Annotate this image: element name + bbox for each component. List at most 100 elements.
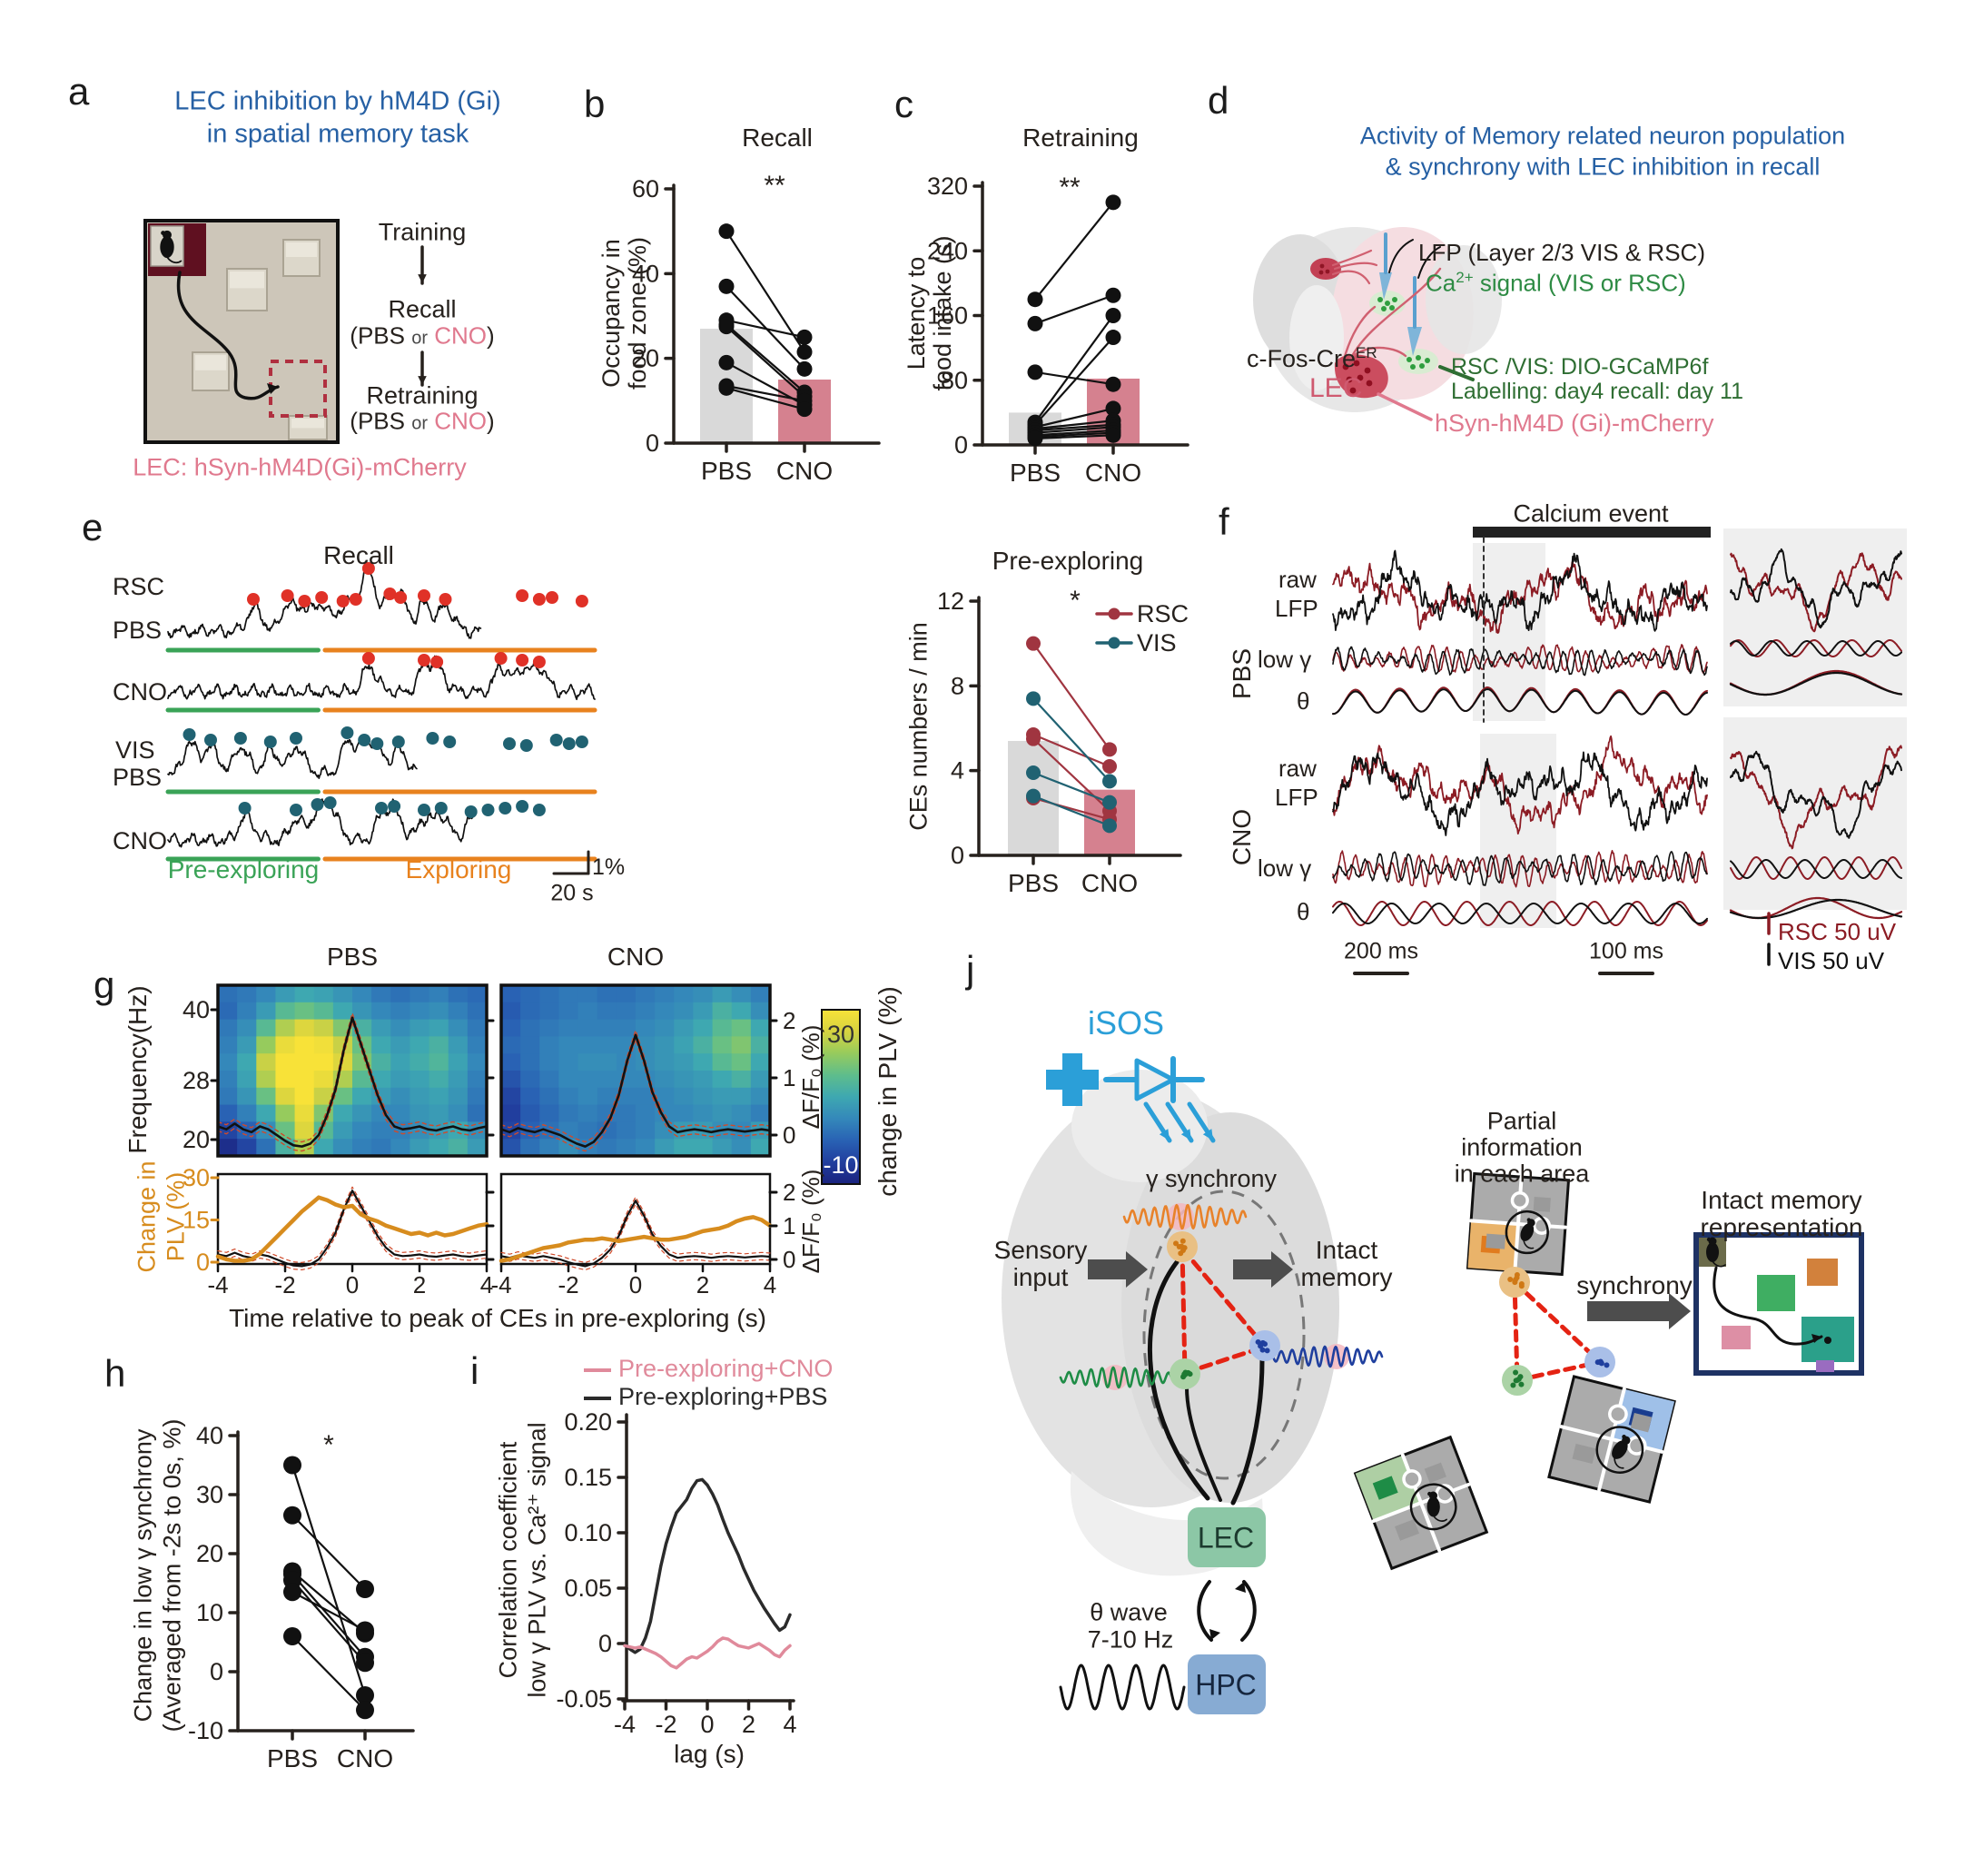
data-point-pbs (283, 1583, 301, 1602)
pair-line (291, 1591, 367, 1632)
freq-tick-label: 40 (183, 996, 210, 1023)
lec-cell-dot (1342, 363, 1349, 370)
heatmap-cell (558, 1002, 579, 1021)
heatmap-cell (693, 1002, 714, 1021)
heatmap-cell (501, 1071, 521, 1089)
pair-line (1031, 733, 1111, 768)
event-dot (498, 802, 512, 815)
green-cell-dot (1385, 301, 1390, 306)
heatmap-cell (294, 1053, 315, 1071)
i-legend-pbs-dash (584, 1396, 611, 1400)
heatmap-cell (577, 1019, 598, 1037)
mouse-body (1612, 1440, 1628, 1459)
flow-retraining-drug: (PBS or CNO) (350, 409, 494, 435)
event-dot (315, 591, 329, 604)
x-cat-label: PBS (701, 457, 752, 485)
panel-e-title: Recall (323, 540, 394, 569)
g-x-tick-label: 2 (696, 1271, 709, 1298)
green-cluster-bg (1398, 349, 1438, 374)
paren-close: ) (487, 407, 495, 435)
pbs-word: (PBS (350, 321, 405, 350)
cfos-cre-label: c-Fos-CreER (1247, 344, 1377, 372)
heatmap-cell (352, 1071, 372, 1089)
pair-line (291, 1573, 367, 1658)
g-x-tick-label: -2 (558, 1271, 578, 1298)
orange-wave (1122, 1203, 1248, 1230)
heatmap-cell (577, 1002, 598, 1021)
panel-a-arena (143, 219, 427, 444)
heatmap-cell (467, 1071, 488, 1089)
pair-line (291, 1464, 367, 1697)
pair-line (725, 384, 806, 402)
hpc-box (1188, 1654, 1266, 1714)
data-point-cno (1105, 194, 1121, 211)
y-tick-label: 0 (646, 430, 659, 457)
heatmap-cell (256, 1087, 277, 1106)
f-gamma-rsc-cno (1332, 850, 1708, 888)
cycle-arrow-left-head (1209, 1629, 1220, 1640)
heatmap-cell (448, 1019, 469, 1037)
c-ylabel: Latency to food intake (s) (903, 235, 956, 390)
heatmap-cell (410, 1104, 430, 1122)
event-dot (532, 804, 546, 816)
heatmap-cell (371, 1019, 391, 1037)
heatmap-cell (655, 1036, 675, 1054)
puzzle-blue-mouse (1612, 1434, 1631, 1469)
event-dot (375, 802, 388, 815)
heatmap-cell (467, 1002, 488, 1021)
heatmap-cell (218, 1053, 238, 1071)
g-dff-label-top: ΔF/F₀ (%) (796, 1024, 824, 1130)
heatmap-cell (390, 1002, 411, 1021)
i-ylabel-2: low γ PLV vs. Ca²⁺ signal (523, 1422, 551, 1698)
heatmap-cell (237, 985, 257, 1003)
heatmap-cell (539, 1104, 560, 1122)
y-tick-label: 10 (196, 1599, 223, 1626)
data-point-cno (1105, 287, 1121, 303)
panel-letter-e: e (82, 506, 104, 548)
event-dot (464, 805, 478, 818)
heatmap-cell (597, 985, 617, 1003)
dff-sem-upper (217, 1012, 488, 1143)
heatmap-cell (577, 1104, 598, 1122)
y-tick-label: 0 (951, 842, 964, 869)
heatmap-cell (237, 1139, 257, 1157)
event-dot (481, 804, 495, 816)
i-x-tick-label: 2 (742, 1711, 755, 1738)
heatmap-cell (655, 1002, 675, 1021)
heatmap-cell (750, 1104, 771, 1122)
chart-c: 0 80 160 240 320 PBS CNO (927, 173, 1189, 487)
i-xlabel: lag (s) (674, 1739, 745, 1768)
pair-line (1031, 737, 1111, 813)
calcium-event-bar (1473, 527, 1711, 538)
i-x-tick-label: -4 (614, 1711, 636, 1738)
f-group-pbs: PBS (1227, 647, 1256, 700)
plv-curve (215, 1195, 489, 1263)
data-point-cno (1102, 759, 1117, 774)
row-label-cno-2: CNO (113, 827, 167, 854)
heatmap-cell (448, 1104, 469, 1122)
heatmap-cell (218, 1002, 238, 1021)
ca-post: signal (VIS or RSC) (1473, 269, 1686, 297)
heatmap-cell (712, 1002, 733, 1021)
gcamp-label: RSC /VIS: DIO-GCaMP6f (1451, 354, 1709, 380)
i-ylabel-1: Correlation coefficient (494, 1441, 522, 1679)
data-point-cno (356, 1580, 374, 1598)
heatmap-cell (429, 1036, 449, 1054)
g-x-tick-label: 4 (480, 1271, 493, 1298)
green-cell-dot (1425, 358, 1430, 363)
data-point-pbs (718, 223, 735, 240)
f-row-theta-2: θ (1297, 898, 1310, 925)
cycle-arrow-right-head (1235, 1582, 1246, 1593)
pair-line (725, 325, 806, 398)
data-point-cno (796, 401, 813, 418)
heatmap-cell (750, 1019, 771, 1037)
y-tick-label: 60 (632, 175, 659, 202)
legend-text: VIS (1137, 629, 1177, 657)
pair-line (1031, 642, 1111, 751)
f-gamma-vis-pbs (1332, 646, 1708, 676)
lfp-electrode-line (1417, 246, 1441, 279)
pair-line (1033, 429, 1115, 437)
heatmap-cell (558, 1121, 579, 1140)
heatmap-cell (501, 985, 521, 1003)
freq-tick-label: 20 (183, 1126, 210, 1153)
